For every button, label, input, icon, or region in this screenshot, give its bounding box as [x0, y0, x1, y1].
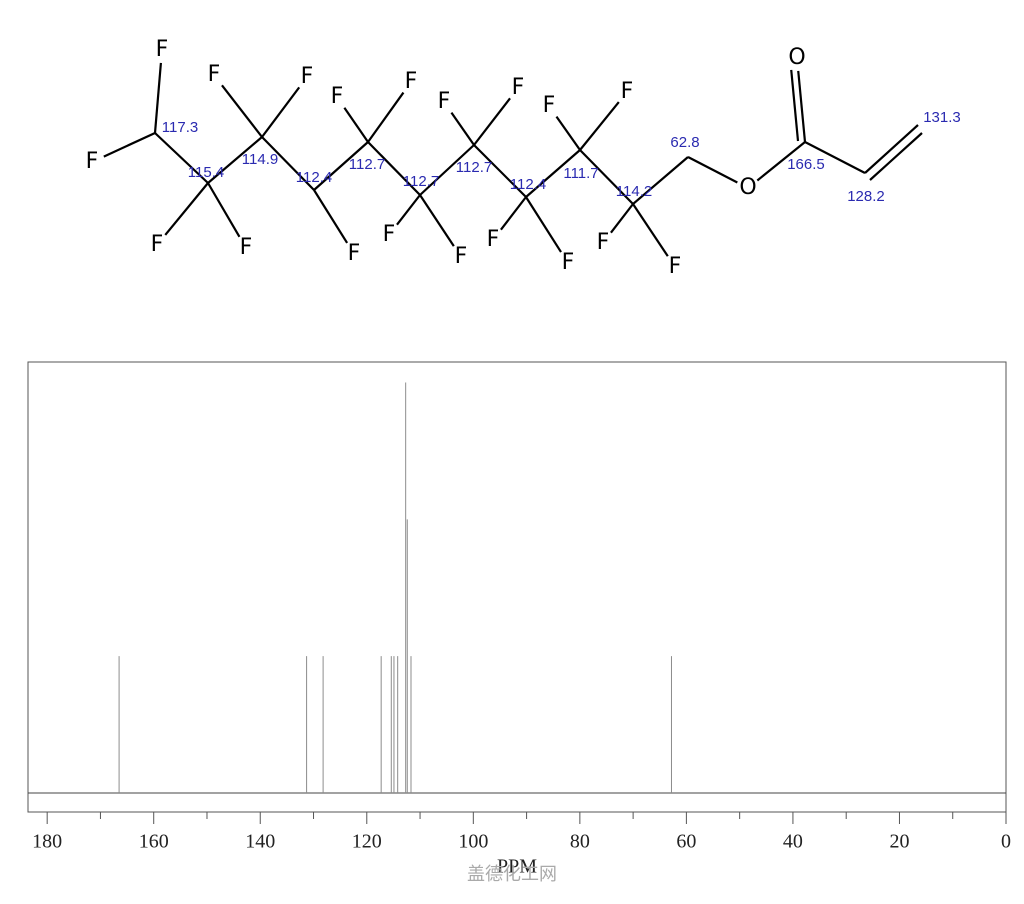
- shift-label: 166.5: [787, 156, 825, 173]
- bond: [103, 132, 156, 158]
- bond: [525, 196, 562, 253]
- bond: [221, 84, 263, 138]
- bond: [396, 194, 421, 226]
- bond: [367, 141, 421, 196]
- bond: [473, 144, 527, 198]
- bond: [153, 62, 163, 134]
- shift-label: 114.2: [616, 183, 652, 200]
- bond: [261, 86, 301, 138]
- x-tick-label: 140: [245, 831, 275, 853]
- shift-label: 128.2: [847, 188, 885, 205]
- x-tick-label: 180: [32, 831, 62, 853]
- watermark: 盖德化工网: [467, 864, 557, 885]
- shift-label: 62.8: [670, 134, 699, 151]
- plot-frame: [27, 361, 1007, 813]
- shift-label: 112.7: [349, 156, 385, 173]
- bond: [419, 194, 455, 247]
- bond: [207, 182, 241, 238]
- atom-label: F: [156, 37, 169, 62]
- x-axis-label: PPM: [497, 856, 537, 878]
- bond: [756, 141, 806, 182]
- atom-label: F: [597, 230, 610, 255]
- bond: [790, 69, 800, 142]
- bond: [632, 203, 669, 257]
- shift-label: 112.7: [403, 173, 439, 190]
- bond: [797, 70, 807, 143]
- x-tick-label: 40: [783, 831, 803, 853]
- bond: [367, 91, 405, 143]
- bond: [154, 132, 209, 184]
- x-tick-label: 20: [889, 831, 909, 853]
- atom-label: F: [405, 69, 418, 94]
- shift-label: 117.3: [162, 119, 198, 136]
- bond: [500, 196, 527, 231]
- atom-label: F: [562, 250, 575, 275]
- bond: [473, 97, 511, 146]
- atom-label: O: [788, 45, 805, 70]
- atom-label: F: [438, 89, 451, 114]
- bond: [687, 156, 738, 184]
- atom-label: F: [240, 235, 253, 260]
- atom-label: F: [208, 62, 221, 87]
- bond: [419, 144, 475, 196]
- x-tick-label: 120: [352, 831, 382, 853]
- bond: [525, 149, 581, 198]
- bond: [864, 124, 919, 174]
- atom-label: F: [621, 79, 634, 104]
- shift-label: 114.9: [242, 151, 278, 168]
- bond: [804, 141, 866, 174]
- x-tick-label: 100: [458, 831, 488, 853]
- x-tick-label: 160: [139, 831, 169, 853]
- shift-label: 131.3: [923, 109, 961, 126]
- shift-label: 111.7: [563, 165, 598, 182]
- atom-label: F: [512, 75, 525, 100]
- atom-label: F: [301, 64, 314, 89]
- atom-label: F: [383, 222, 396, 247]
- molecule: [103, 62, 923, 257]
- atom-label: F: [348, 241, 361, 266]
- bond: [313, 141, 369, 191]
- bond: [207, 136, 263, 184]
- atom-label: O: [739, 175, 756, 200]
- atom-label: F: [331, 84, 344, 109]
- atom-label: F: [151, 232, 164, 257]
- bond: [869, 132, 923, 181]
- x-tick-label: 60: [676, 831, 696, 853]
- shift-label: 112.4: [510, 176, 546, 193]
- bond: [555, 115, 581, 151]
- atom-label: F: [487, 227, 500, 252]
- bond: [313, 189, 349, 244]
- atom-label: F: [543, 93, 556, 118]
- bond: [610, 203, 634, 234]
- bond: [164, 182, 209, 236]
- bond: [632, 156, 689, 205]
- atom-label: F: [669, 254, 682, 279]
- bond: [261, 136, 315, 191]
- shift-label: 112.4: [296, 169, 332, 186]
- bond: [343, 107, 369, 143]
- bond: [579, 101, 620, 151]
- atom-label: F: [86, 149, 99, 174]
- shift-label: 115.4: [188, 164, 224, 181]
- shift-label: 112.7: [456, 159, 492, 176]
- bond: [579, 149, 634, 205]
- x-tick-label: 0: [1001, 831, 1011, 853]
- bond: [450, 112, 475, 146]
- x-tick-label: 80: [570, 831, 590, 853]
- atom-label: F: [455, 244, 468, 269]
